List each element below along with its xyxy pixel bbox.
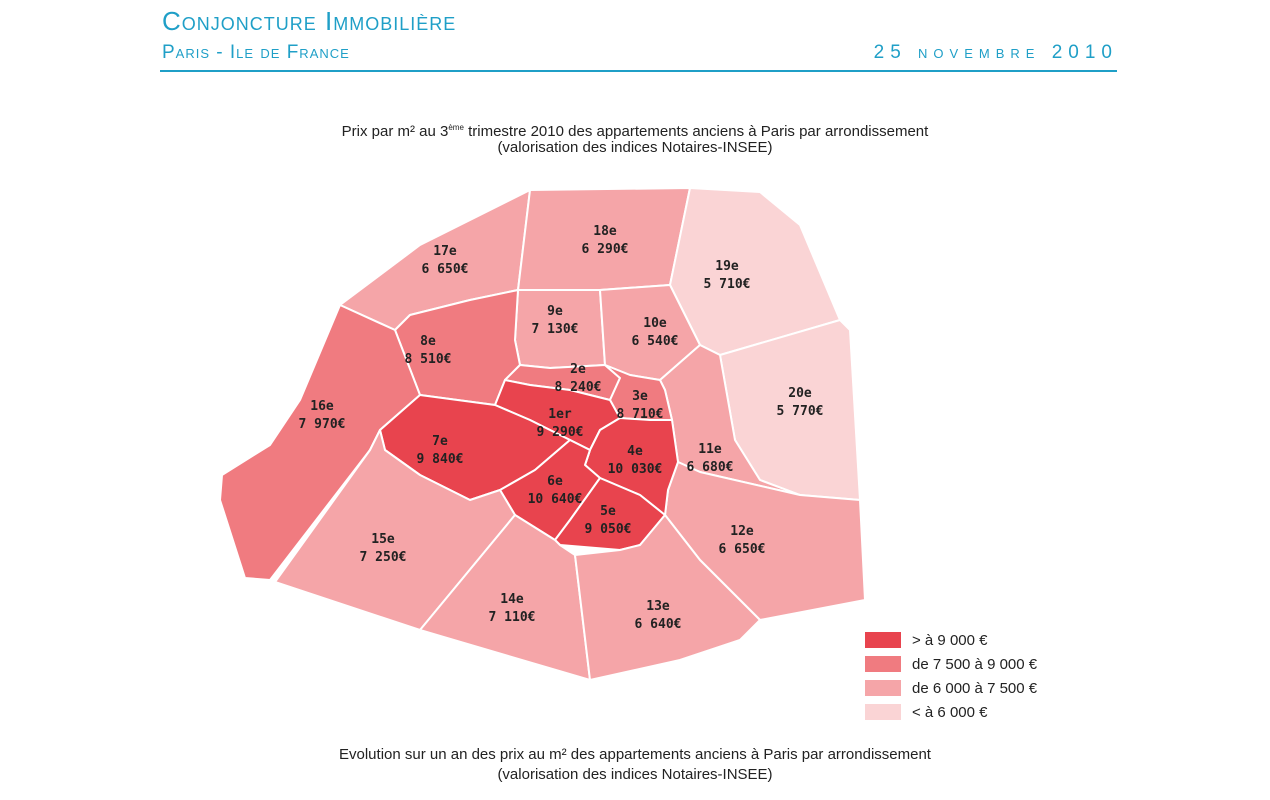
district-price: 6 640€ xyxy=(635,617,682,632)
district-price: 6 290€ xyxy=(582,242,629,257)
header-subtitle: Paris - Ile de France xyxy=(162,42,350,63)
district-label: 9e xyxy=(547,304,563,319)
legend: > à 9 000 € de 7 500 à 9 000 € de 6 000 à … xyxy=(865,632,1038,721)
legend-swatch xyxy=(865,632,901,648)
district xyxy=(517,187,691,291)
title-part: trimestre 2010 des appartements anciens … xyxy=(463,123,929,140)
district-label: 10e xyxy=(643,316,667,331)
district-label: 12e xyxy=(730,524,754,539)
district-label: 5e xyxy=(600,504,616,519)
title-part: Prix par m² au 3 xyxy=(341,123,449,140)
district xyxy=(274,429,516,631)
district-price: 5 770€ xyxy=(777,404,824,419)
district-label: 14e xyxy=(500,592,524,607)
district-price: 8 240€ xyxy=(555,380,602,395)
district-label: 8e xyxy=(420,334,436,349)
district-price: 8 510€ xyxy=(405,352,452,367)
footer-subtitle: (valorisation des indices Notaires-INSEE… xyxy=(497,766,773,783)
legend-label: > à 9 000 € xyxy=(912,632,988,649)
map-subtitle: (valorisation des indices Notaires-INSEE… xyxy=(497,139,773,156)
district-label: 6e xyxy=(547,474,563,489)
district xyxy=(574,514,761,681)
district-price: 9 290€ xyxy=(537,425,584,440)
district-price: 7 130€ xyxy=(532,322,579,337)
legend-swatch xyxy=(865,680,901,696)
district-label: 3e xyxy=(632,389,648,404)
district xyxy=(219,304,421,581)
district-price: 9 050€ xyxy=(585,522,632,537)
district-price: 7 250€ xyxy=(360,550,407,565)
district-label: 11e xyxy=(698,442,722,457)
district-label: 18e xyxy=(593,224,617,239)
district-price: 10 640€ xyxy=(528,492,583,507)
legend-label: de 7 500 à 9 000 € xyxy=(912,656,1038,673)
district-label: 7e xyxy=(432,434,448,449)
district-price: 6 650€ xyxy=(719,542,766,557)
district-price: 6 680€ xyxy=(687,460,734,475)
district-label: 13e xyxy=(646,599,670,614)
district-price: 8 710€ xyxy=(617,407,664,422)
footer-title: Evolution sur un an des prix au m² des a… xyxy=(339,746,931,763)
district-price: 10 030€ xyxy=(608,462,663,477)
district-label: 19e xyxy=(715,259,739,274)
district-label: 15e xyxy=(371,532,395,547)
legend-label: de 6 000 à 7 500 € xyxy=(912,680,1038,697)
header-rule xyxy=(160,70,1117,72)
district-price: 6 540€ xyxy=(632,334,679,349)
title-sup: ème xyxy=(448,123,464,132)
district-label: 16e xyxy=(310,399,334,414)
district-price: 9 840€ xyxy=(417,452,464,467)
legend-swatch xyxy=(865,704,901,720)
district-label: 2e xyxy=(570,362,586,377)
district-price: 5 710€ xyxy=(704,277,751,292)
districts xyxy=(219,187,866,681)
legend-label: < à 6 000 € xyxy=(912,704,988,721)
district-label: 20e xyxy=(788,386,812,401)
district-label: 4e xyxy=(627,444,643,459)
district-labels: 17e 6 650€ 18e 6 290€ 19e 5 710€ 9e 7 130€ 10e 6 … xyxy=(299,224,824,632)
header-date: 25 novembre 2010 xyxy=(873,42,1118,63)
district-label: 1er xyxy=(548,407,572,422)
district-price: 6 650€ xyxy=(422,262,469,277)
district-label: 17e xyxy=(433,244,457,259)
map-title: Prix par m² au 3ème trimestre 2010 des a… xyxy=(0,118,1270,142)
district-price: 7 110€ xyxy=(489,610,536,625)
district-price: 7 970€ xyxy=(299,417,346,432)
legend-swatch xyxy=(865,656,901,672)
header-title: Conjoncture Immobilière xyxy=(162,6,457,36)
